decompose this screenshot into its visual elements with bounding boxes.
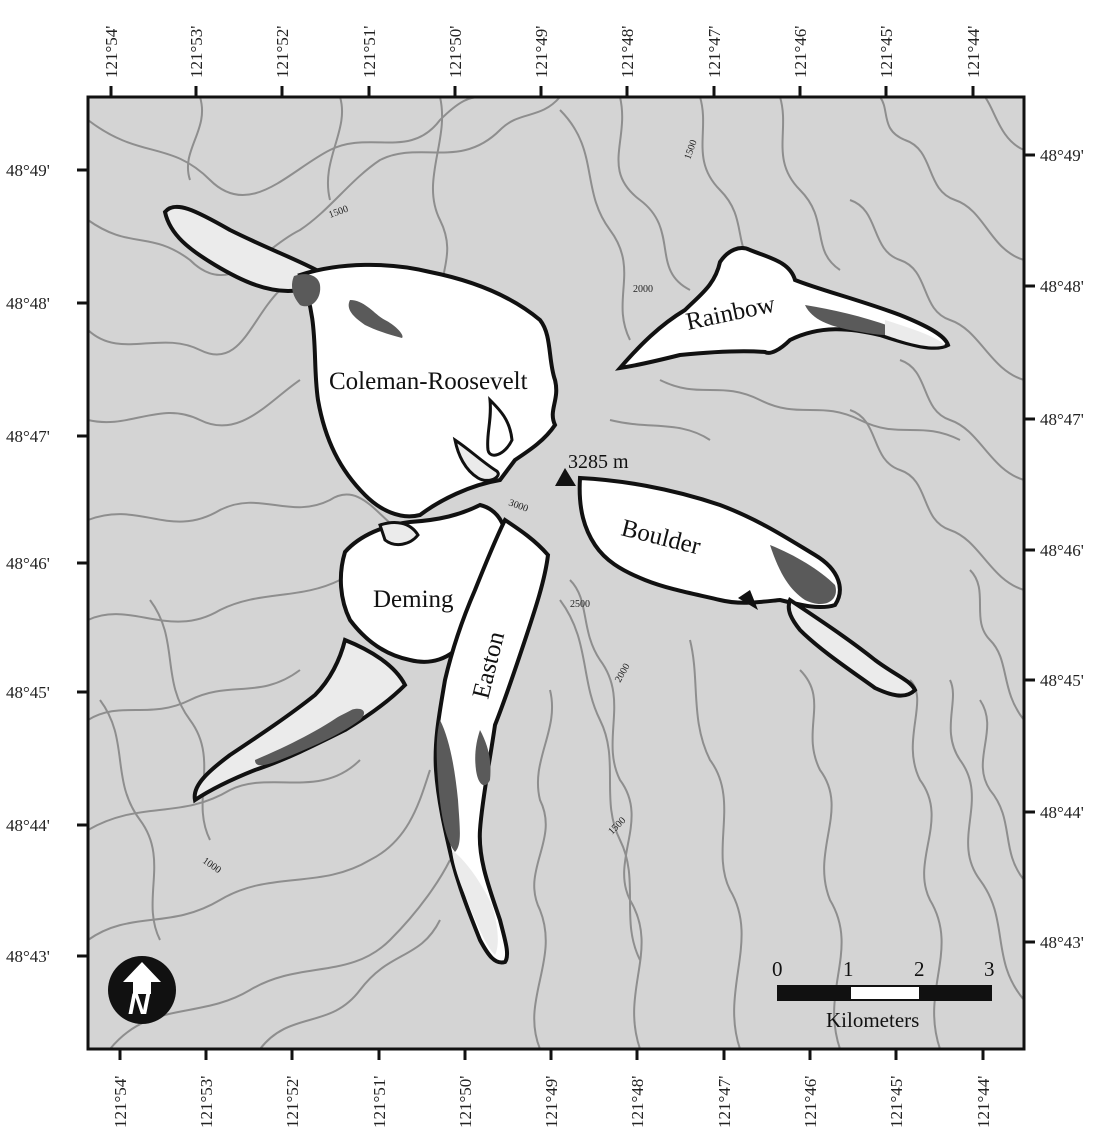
top-lon-label: 121°54' <box>102 26 121 78</box>
bottom-lon-label: 121°45' <box>887 1076 906 1128</box>
bottom-lon-label: 121°49' <box>542 1076 561 1128</box>
label-summit-elevation: 3285 m <box>568 451 629 473</box>
bottom-lon-label: 121°44' <box>974 1076 993 1128</box>
top-lon-label: 121°51' <box>360 26 379 78</box>
glacier-rainbow <box>614 246 951 371</box>
left-lat-label: 48°47' <box>6 427 50 446</box>
scale-segment-3 <box>919 985 992 1001</box>
right-latitude-labels: 48°49' 48°48' 48°47' 48°46' 48°45' 48°44… <box>1040 146 1084 952</box>
left-lat-label: 48°45' <box>6 683 50 702</box>
scale-unit-label: Kilometers <box>826 1008 919 1032</box>
left-lat-label: 48°43' <box>6 947 50 966</box>
bottom-lon-label: 121°46' <box>801 1076 820 1128</box>
bottom-lon-label: 121°47' <box>715 1076 734 1128</box>
top-lon-label: 121°47' <box>705 26 724 78</box>
top-lon-label: 121°44' <box>964 26 983 78</box>
right-lat-label: 48°46' <box>1040 541 1084 560</box>
left-lat-label: 48°46' <box>6 554 50 573</box>
left-lat-label: 48°48' <box>6 294 50 313</box>
top-lon-label: 121°45' <box>877 26 896 78</box>
top-lon-label: 121°50' <box>446 26 465 78</box>
bottom-lon-label: 121°54' <box>111 1076 130 1128</box>
scale-tick-3: 3 <box>984 957 995 981</box>
scale-segment-2 <box>849 985 921 1001</box>
top-lon-label: 121°53' <box>187 26 206 78</box>
bottom-longitude-ticks <box>118 1049 985 1060</box>
contour-lines <box>87 96 1025 1050</box>
right-latitude-ticks <box>1024 153 1035 944</box>
left-latitude-ticks <box>77 168 88 958</box>
bottom-lon-label: 121°48' <box>628 1076 647 1128</box>
right-lat-label: 48°49' <box>1040 146 1084 165</box>
bottom-lon-label: 121°52' <box>283 1076 302 1128</box>
top-lon-label: 121°48' <box>618 26 637 78</box>
bottom-longitude-labels: 121°54' 121°53' 121°52' 121°51' 121°50' … <box>111 1076 993 1128</box>
summit-ridge-patch <box>378 521 420 547</box>
top-lon-label: 121°52' <box>273 26 292 78</box>
label-deming: Deming <box>373 586 454 613</box>
contour-label-2000-n: 2000 <box>633 284 653 295</box>
bottom-lon-label: 121°50' <box>456 1076 475 1128</box>
scale-tick-1: 1 <box>843 957 854 981</box>
bottom-lon-label: 121°51' <box>370 1076 389 1128</box>
north-arrow-head-icon <box>123 962 161 994</box>
top-lon-label: 121°49' <box>532 26 551 78</box>
left-lat-label: 48°49' <box>6 161 50 180</box>
scale-tick-2: 2 <box>914 957 925 981</box>
glacier-boulder <box>577 475 918 698</box>
label-coleman-roosevelt: Coleman-Roosevelt <box>329 368 528 395</box>
scale-tick-0: 0 <box>772 957 783 981</box>
scale-segment-1 <box>777 985 851 1001</box>
bottom-lon-label: 121°53' <box>197 1076 216 1128</box>
right-lat-label: 48°48' <box>1040 277 1084 296</box>
left-latitude-labels: 48°49' 48°48' 48°47' 48°46' 48°45' 48°44… <box>6 161 50 966</box>
top-lon-label: 121°46' <box>791 26 810 78</box>
right-lat-label: 48°45' <box>1040 671 1084 690</box>
right-lat-label: 48°44' <box>1040 803 1084 822</box>
top-longitude-labels: 121°54' 121°53' 121°52' 121°51' 121°50' … <box>102 26 983 78</box>
north-arrow: N <box>108 956 176 1024</box>
right-lat-label: 48°43' <box>1040 933 1084 952</box>
north-arrow-letter: N <box>128 988 151 1021</box>
right-lat-label: 48°47' <box>1040 410 1084 429</box>
left-lat-label: 48°44' <box>6 816 50 835</box>
scale-bar: 0 1 2 3 Kilometers <box>772 957 995 1032</box>
glacier-coleman-roosevelt <box>162 204 559 519</box>
top-longitude-ticks <box>109 86 975 97</box>
glacier-easton <box>433 517 551 965</box>
summit-triangle-icon <box>555 468 576 486</box>
map-frame <box>86 95 1026 1051</box>
contour-label-2500: 2500 <box>570 599 590 610</box>
